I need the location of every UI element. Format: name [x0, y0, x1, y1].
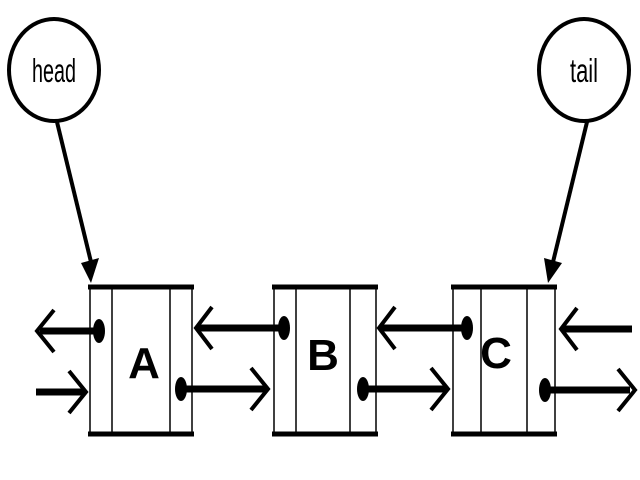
link-a-next-arrow [175, 366, 271, 412]
node-c: C [451, 284, 557, 437]
link-b-prev-arrow [193, 305, 290, 351]
link-b-next-arrow [357, 366, 451, 412]
link-c-prev-arrow [376, 305, 473, 351]
head-pointer-label: head [32, 52, 76, 89]
tail-pointer-label: tail [570, 52, 598, 89]
tail-pointer: tail [537, 17, 631, 283]
node-a-prev-dot [93, 319, 105, 343]
link-incoming-c-arrow [558, 306, 632, 352]
node-c-next-dot [539, 378, 551, 402]
node-b-prev-dot [278, 316, 290, 340]
link-incoming-a-arrow [36, 369, 89, 415]
node-a: A [88, 284, 194, 437]
node-b-next-dot [357, 377, 369, 401]
head-pointer-circle [7, 17, 101, 123]
node-a-next-dot [175, 377, 187, 401]
link-c-next-arrow [539, 367, 638, 413]
node-a-label: A [128, 339, 160, 388]
head-pointer-arrowhead [81, 258, 99, 283]
tail-pointer-circle [537, 17, 631, 123]
node-b-box [273, 286, 377, 435]
node-c-prev-dot [461, 316, 473, 340]
node-b: B [272, 284, 378, 437]
link-a-prev-arrow [34, 308, 105, 354]
tail-pointer-arrowhead [544, 258, 562, 283]
links [34, 305, 638, 415]
node-b-label: B [307, 331, 339, 380]
node-c-box [452, 286, 556, 435]
head-pointer-line [55, 121, 93, 263]
head-pointer: head [7, 17, 101, 283]
node-c-label: C [480, 329, 512, 378]
tail-pointer-line [551, 121, 589, 263]
